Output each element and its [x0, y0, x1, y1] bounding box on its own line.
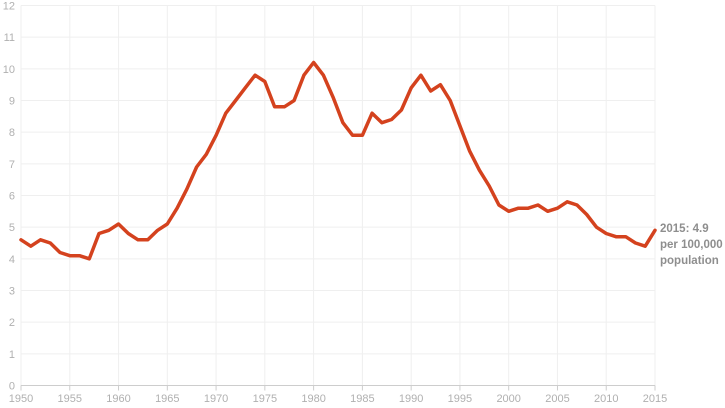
annotation-line-2: per 100,000	[660, 239, 723, 251]
y-axis-tick-label: 3	[9, 286, 15, 298]
y-axis-tick-label: 0	[9, 381, 15, 393]
x-axis-tick-label: 1980	[301, 393, 325, 405]
y-axis-tick-label: 2	[9, 317, 15, 329]
y-axis-tick-label: 10	[3, 64, 15, 76]
y-axis-tick-label: 4	[9, 254, 15, 266]
x-axis-tick-label: 2015	[643, 393, 667, 405]
x-axis-tick-label: 2005	[545, 393, 569, 405]
annotation-line-1: 2015: 4.9	[660, 223, 709, 235]
x-axis-tick-label: 1970	[204, 393, 228, 405]
end-point-annotation: 2015: 4.9 per 100,000 population	[660, 221, 723, 269]
x-axis-tick-label: 2000	[496, 393, 520, 405]
y-axis-tick-label: 1	[9, 349, 15, 361]
y-axis-tick-label: 7	[9, 159, 15, 171]
y-axis-tick-label: 12	[3, 1, 15, 13]
x-axis-tick-label: 1985	[350, 393, 374, 405]
y-axis-tick-label: 8	[9, 127, 15, 139]
y-axis-tick-label: 11	[4, 32, 15, 44]
x-axis-tick-label: 1990	[399, 393, 423, 405]
x-axis-tick-label: 1960	[106, 393, 130, 405]
x-axis-tick-label: 1950	[9, 393, 33, 405]
y-axis-tick-label: 5	[9, 222, 15, 234]
annotation-line-3: population	[660, 255, 719, 267]
x-axis-tick-label: 1975	[253, 393, 277, 405]
data-line-rate-per-100000	[19, 60, 657, 261]
x-axis-tick-label: 2010	[594, 393, 618, 405]
y-axis-tick-label: 6	[9, 191, 15, 203]
x-axis-tick-label: 1955	[58, 393, 82, 405]
x-axis-tick-label: 1965	[155, 393, 179, 405]
y-axis-tick-label: 9	[9, 96, 15, 108]
x-axis-tick-label: 1995	[448, 393, 472, 405]
